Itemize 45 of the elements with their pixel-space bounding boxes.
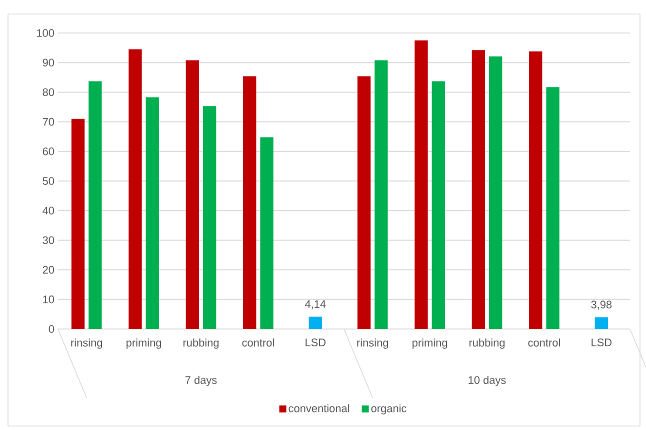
bar — [260, 137, 274, 329]
legend-label: conventional — [288, 404, 350, 412]
bar — [308, 316, 322, 329]
x-tick-label: LSD — [306, 338, 326, 346]
bar — [357, 76, 371, 329]
y-tick-label: 90 — [42, 58, 54, 66]
text: 10 days — [468, 376, 506, 386]
legend-label: organic — [371, 404, 406, 414]
bar — [203, 106, 216, 329]
y-tick-label: 10 — [43, 296, 54, 304]
y-tick-label: 60 — [42, 148, 54, 156]
x-tick-label: priming — [126, 338, 162, 349]
x-tick-label: rinsing — [71, 338, 102, 349]
x-tick-label: LSD — [592, 338, 612, 346]
bar — [414, 40, 428, 329]
bar — [489, 56, 502, 329]
x-tick-label: rubbing — [469, 338, 505, 349]
bar — [546, 87, 560, 329]
bar — [88, 81, 102, 329]
bar — [146, 97, 159, 329]
y-tick-label: 0 — [48, 325, 54, 333]
bar — [472, 50, 486, 329]
x-tick-label: control — [528, 338, 560, 347]
x-tick-label: control — [242, 338, 274, 347]
y-tick-label: 80 — [42, 88, 54, 96]
bar — [529, 51, 542, 329]
bar — [71, 118, 85, 329]
x-tick-label: priming — [412, 338, 448, 349]
bar — [374, 60, 388, 329]
data-label: 3,98 — [591, 300, 612, 310]
bar — [243, 76, 256, 329]
bar — [594, 317, 608, 329]
bar — [128, 49, 142, 329]
y-tick-label: 50 — [42, 177, 54, 185]
x-tick-label: rubbing — [183, 338, 219, 349]
y-tick-label: 20 — [42, 266, 54, 274]
x-tick-label: rinsing — [357, 338, 388, 349]
text: 7 days — [185, 376, 217, 386]
data-label: 4,14 — [304, 300, 326, 310]
y-tick-label: 70 — [42, 118, 54, 126]
y-tick-label: 40 — [42, 206, 54, 214]
y-tick-label: 100 — [37, 29, 54, 37]
bar — [432, 81, 445, 329]
y-tick-label: 30 — [42, 236, 54, 244]
bar — [186, 60, 200, 329]
